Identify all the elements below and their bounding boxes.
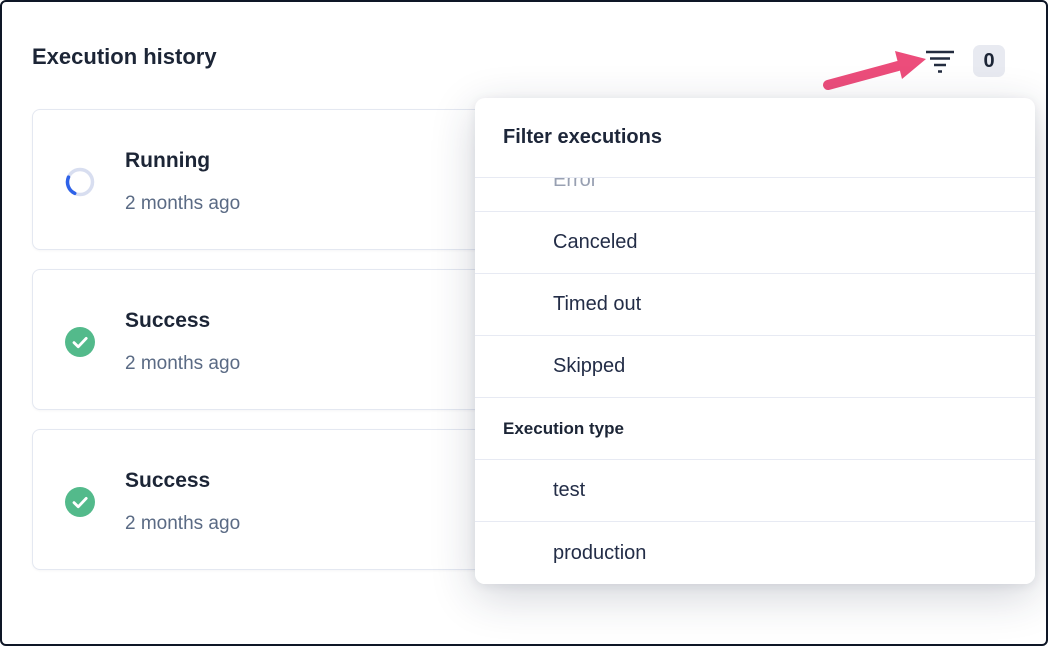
execution-time: 2 months ago bbox=[125, 353, 241, 374]
filter-option-production[interactable]: production bbox=[475, 522, 1035, 584]
filter-executions-dropdown: Filter executions Error Canceled Timed o… bbox=[475, 98, 1035, 584]
filter-count-badge: 0 bbox=[973, 45, 1005, 77]
filter-option-canceled[interactable]: Canceled bbox=[475, 212, 1035, 274]
check-circle-icon bbox=[65, 327, 95, 357]
filter-menu-list: Error Canceled Timed out Skipped Executi… bbox=[475, 178, 1035, 584]
filter-option-timed-out[interactable]: Timed out bbox=[475, 274, 1035, 336]
check-circle-icon bbox=[65, 487, 95, 517]
execution-status: Success bbox=[125, 469, 211, 492]
filter-button[interactable] bbox=[922, 46, 958, 78]
execution-status: Running bbox=[125, 149, 211, 172]
execution-status: Success bbox=[125, 309, 211, 332]
page-title: Execution history bbox=[32, 44, 217, 69]
filter-option-test[interactable]: test bbox=[475, 460, 1035, 522]
annotation-arrow-icon bbox=[823, 51, 926, 90]
filter-option-skipped[interactable]: Skipped bbox=[475, 336, 1035, 398]
spinner-icon bbox=[65, 167, 95, 197]
filter-menu-title: Filter executions bbox=[475, 98, 1035, 178]
filter-lines-icon bbox=[924, 47, 956, 78]
filter-section-execution-type: Execution type bbox=[475, 398, 1035, 460]
execution-time: 2 months ago bbox=[125, 193, 241, 214]
execution-time: 2 months ago bbox=[125, 513, 241, 534]
filter-option-error[interactable]: Error bbox=[475, 178, 1035, 212]
